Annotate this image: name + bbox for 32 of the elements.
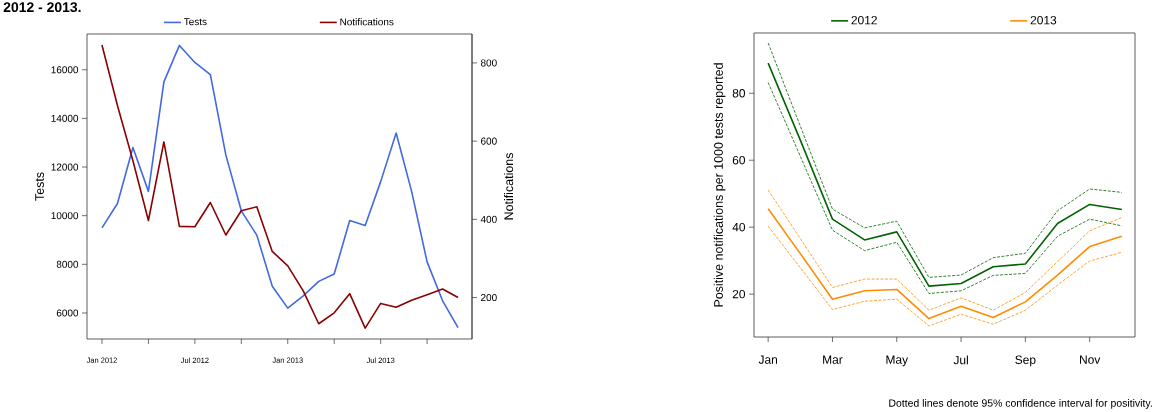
y-tick-label: 12000 xyxy=(51,163,79,171)
legend-label: Tests xyxy=(183,18,207,26)
text: Dotted lines denote 95% confidence interval for positivity. xyxy=(889,399,1152,409)
y-axis-title: Tests xyxy=(35,172,44,201)
y-tick-label: 16000 xyxy=(51,66,79,74)
legend-label: 2012 xyxy=(851,15,877,25)
line-series xyxy=(767,225,1123,327)
y-tick-label: 40 xyxy=(732,222,746,232)
x-tick-label: Sep xyxy=(1015,355,1036,367)
y-axis-title: Positive notifications per 1000 tests reported xyxy=(713,63,726,307)
x-tick-label: Jan xyxy=(758,355,778,364)
y-tick-label: 8000 xyxy=(56,260,79,268)
y-tick-label: 6000 xyxy=(56,309,79,317)
y2-axis-title: Notifications xyxy=(503,153,514,220)
y2-tick-label: 200 xyxy=(481,294,497,302)
legend-label: 2013 xyxy=(1030,15,1057,25)
y2-tick-label: 600 xyxy=(481,137,497,145)
x-tick-label: Mar xyxy=(823,355,843,364)
line-series xyxy=(101,44,459,329)
y-tick-label: 14000 xyxy=(51,114,79,122)
y-tick-label: 80 xyxy=(732,89,746,98)
y-tick-label: 60 xyxy=(732,155,746,165)
y2-tick-label: 400 xyxy=(480,215,497,223)
y-tick-label: 10000 xyxy=(51,212,79,220)
x-tick-label: Jul xyxy=(953,355,968,365)
x-tick-label: Nov xyxy=(1080,355,1101,364)
chart-title: 2012 - 2013. xyxy=(3,2,81,13)
y2-tick-label: 800 xyxy=(480,59,497,67)
x-tick-label: May xyxy=(886,355,909,367)
legend-label: Notifications xyxy=(340,18,394,26)
y-tick-label: 20 xyxy=(732,289,746,299)
line-series xyxy=(767,207,1123,320)
